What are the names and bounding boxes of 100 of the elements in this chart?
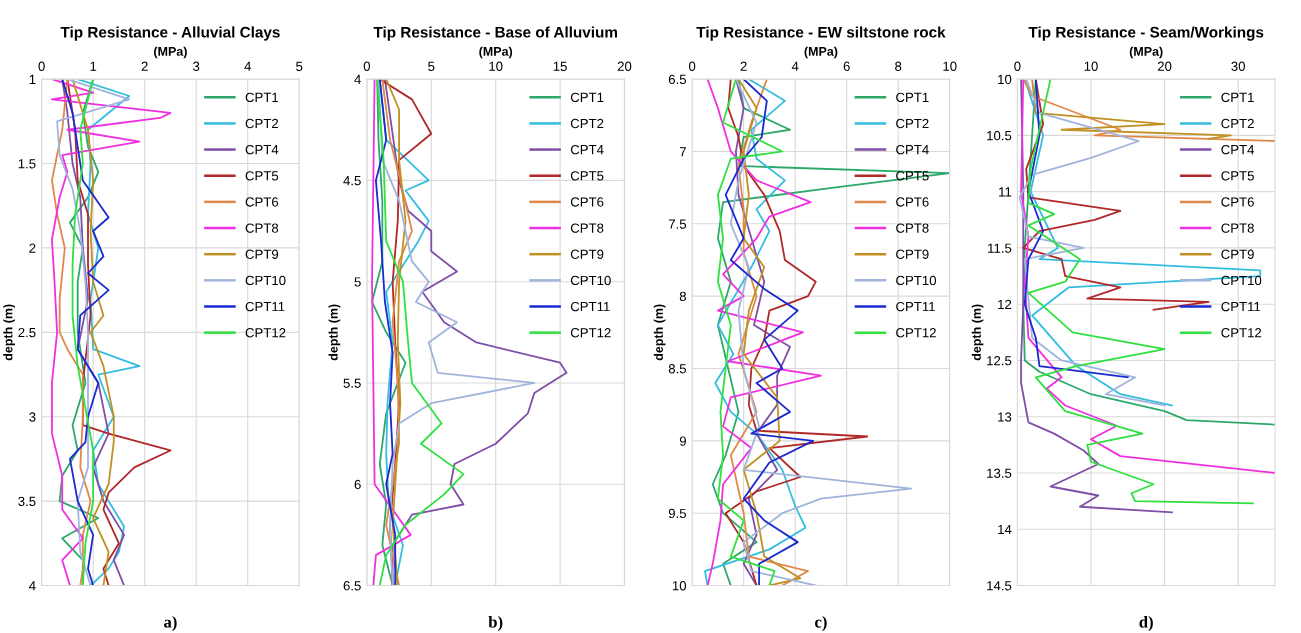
legend-label: CPT11 [245, 301, 285, 312]
legend-label: CPT12 [1221, 328, 1262, 338]
y-tick-label: 13.5 [987, 468, 1012, 478]
y-tick-label: 12 [998, 299, 1012, 309]
line-series [76, 79, 141, 586]
legend-label: CPT4 [896, 144, 929, 155]
x-tick-label: 8 [895, 61, 902, 71]
legend-label: CPT9 [896, 249, 929, 259]
x-tick-label: 30 [1231, 61, 1245, 71]
y-tick-label: 4.5 [343, 176, 361, 186]
legend-label: CPT6 [1221, 197, 1254, 207]
x-tick-label: 10 [489, 61, 503, 71]
y-tick-label: 14.5 [987, 581, 1012, 591]
y-axis-title: depth (m) [971, 304, 984, 361]
y-tick-label: 6.5 [343, 581, 361, 591]
y-tick-label: 9 [679, 436, 686, 446]
y-tick-label: 4 [29, 581, 36, 591]
y-tick-label: 12.5 [987, 356, 1012, 366]
text: a) [164, 615, 177, 632]
y-tick-label: 6 [354, 479, 361, 490]
chart-title: Tip Resistance - EW siltstone rock [696, 26, 946, 41]
legend-label: CPT10 [570, 275, 611, 286]
legend-label: CPT6 [896, 197, 929, 207]
legend-label: CPT12 [570, 328, 611, 338]
x-tick-label: 20 [1157, 61, 1172, 71]
x-tick-label: 0 [38, 61, 45, 71]
y-tick-label: 2 [29, 243, 36, 253]
y-tick-label: 3.5 [18, 496, 36, 507]
y-tick-label: 7 [679, 147, 686, 157]
legend-label: CPT5 [570, 171, 604, 181]
chart-title: Tip Resistance - Base of Alluvium [373, 26, 617, 41]
legend-label: CPT11 [570, 301, 610, 312]
x-axis-title: (MPa) [154, 46, 187, 59]
chart-title: Tip Resistance - Alluvial Clays [60, 26, 280, 41]
x-tick-label: 4 [244, 61, 251, 71]
y-tick-label: 10 [672, 581, 687, 591]
x-axis-title: (MPa) [804, 46, 838, 59]
y-tick-label: 3 [29, 412, 36, 422]
line-series [716, 79, 784, 586]
legend-label: CPT2 [896, 118, 929, 129]
legend-label: CPT2 [1221, 118, 1254, 129]
legend-label: CPT8 [1221, 223, 1254, 233]
y-tick-label: 1.5 [18, 159, 36, 169]
legend-label: CPT9 [570, 249, 604, 259]
legend-label: CPT9 [1221, 249, 1254, 259]
y-tick-label: 10 [998, 74, 1012, 85]
x-tick-label: 0 [363, 61, 371, 71]
y-tick-label: 13 [998, 412, 1012, 422]
legend-label: CPT2 [570, 118, 604, 129]
legend-label: CPT2 [245, 118, 279, 129]
x-tick-label: 10 [943, 61, 957, 71]
legend-label: CPT8 [245, 223, 279, 233]
x-tick-label: 5 [296, 61, 303, 71]
x-axis-title: (MPa) [479, 46, 513, 59]
legend-label: CPT5 [1221, 171, 1254, 181]
legend-label: CPT11 [1221, 301, 1261, 312]
legend-label: CPT10 [1221, 275, 1262, 286]
legend-label: CPT9 [245, 249, 279, 259]
line-series [71, 79, 95, 586]
y-tick-label: 4 [354, 74, 361, 84]
y-tick-label: 7.5 [668, 219, 687, 229]
line-series [1018, 79, 1166, 407]
legend-label: CPT10 [896, 275, 937, 286]
x-tick-label: 6 [843, 61, 850, 71]
line-series [1020, 79, 1173, 514]
y-tick-label: 5.5 [343, 378, 361, 388]
legend-label: CPT8 [570, 223, 604, 233]
legend-label: CPT4 [245, 144, 279, 155]
x-tick-label: 20 [617, 61, 632, 71]
chart-title: Tip Resistance - Seam/Workings [1028, 26, 1264, 41]
x-tick-label: 0 [1014, 61, 1021, 71]
y-axis-title: depth (m) [3, 304, 15, 361]
legend-label: CPT1 [896, 92, 929, 103]
y-tick-label: 10.5 [987, 130, 1012, 141]
line-series [71, 79, 115, 586]
x-tick-label: 2 [740, 61, 747, 71]
legend-label: CPT1 [1221, 92, 1254, 103]
y-tick-label: 1 [29, 74, 36, 84]
x-tick-label: 4 [791, 61, 799, 71]
line-series [51, 79, 92, 586]
x-tick-label: 2 [141, 61, 148, 71]
legend-label: CPT1 [245, 92, 279, 103]
y-tick-label: 6.5 [668, 74, 687, 85]
legend-label: CPT1 [570, 92, 604, 103]
line-series [737, 79, 802, 586]
line-series [381, 79, 413, 586]
line-series [384, 79, 568, 586]
x-tick-label: 1 [90, 61, 97, 71]
y-tick-label: 8.5 [668, 364, 687, 374]
legend-label: CPT5 [245, 171, 279, 181]
legend-label: CPT4 [1221, 144, 1255, 155]
line-series [385, 79, 407, 586]
y-tick-label: 5 [354, 277, 361, 287]
y-axis-title: depth (m) [653, 304, 666, 361]
text: d) [1139, 615, 1153, 632]
y-tick-label: 2.5 [18, 327, 36, 338]
line-series [374, 79, 397, 586]
y-tick-label: 11 [999, 187, 1012, 197]
x-tick-label: 15 [553, 61, 567, 71]
line-series [724, 79, 869, 586]
